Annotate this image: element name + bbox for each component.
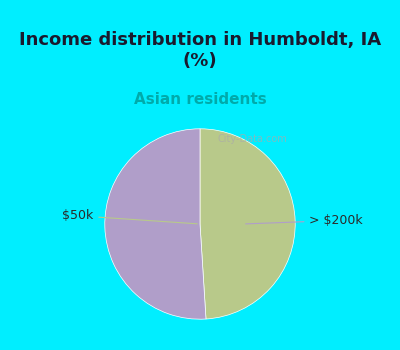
Text: $50k: $50k <box>62 209 197 224</box>
Text: City-Data.com: City-Data.com <box>218 134 287 143</box>
Wedge shape <box>200 129 295 319</box>
Text: > $200k: > $200k <box>246 214 363 227</box>
Wedge shape <box>105 129 206 319</box>
Text: Income distribution in Humboldt, IA
(%): Income distribution in Humboldt, IA (%) <box>19 32 381 70</box>
Text: Asian residents: Asian residents <box>134 92 266 107</box>
